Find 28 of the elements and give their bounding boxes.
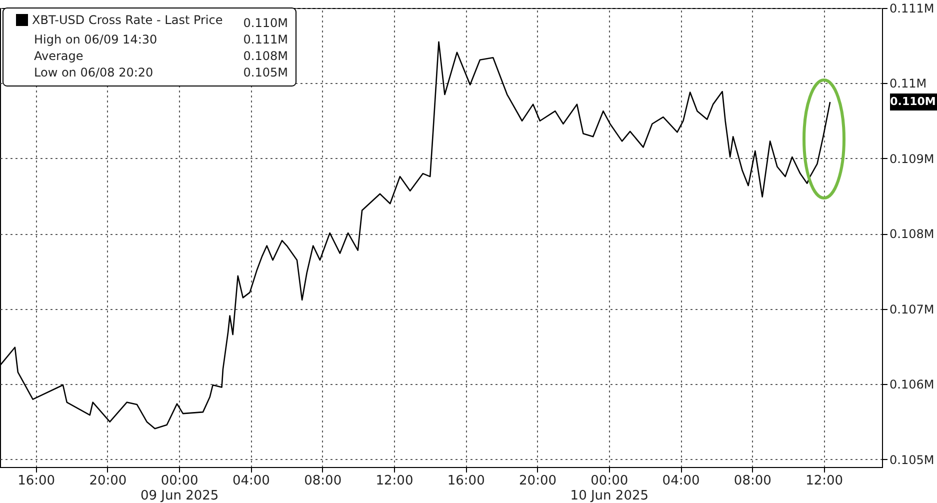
x-tick-label: 08:00 <box>734 474 772 488</box>
x-tick-label: 08:00 <box>304 474 342 488</box>
text: 0.110M <box>890 95 936 108</box>
y-tick-label: 0.105M <box>890 452 934 467</box>
annotation: Low on 06/08 20:20 <box>34 66 154 80</box>
y-tick-label: 0.111M <box>890 2 934 16</box>
x-tick-label: 04:00 <box>662 474 700 488</box>
y-tick-label: 0.107M <box>890 302 934 316</box>
y-tick-label: 0.106M <box>890 378 934 392</box>
y-tick-label: 0.109M <box>890 152 934 166</box>
x-tick-label: 12:00 <box>806 474 844 488</box>
x-tick-label: 20:00 <box>89 474 127 488</box>
y-tick-label: 0.11M <box>890 76 927 91</box>
x-tick-label: 04:00 <box>232 474 270 488</box>
y-tick-label: 0.108M <box>890 227 934 242</box>
annotation: 0.105M <box>243 66 288 80</box>
annotation: 0.111M <box>243 32 288 46</box>
legend-label: XBT-USD Cross Rate - Last Price <box>32 13 223 27</box>
x-tick-label: 20:00 <box>519 474 556 488</box>
annotation: High on 06/09 14:30 <box>34 32 158 46</box>
x-tick-label: 00:00 10 Jun 2025 <box>570 474 648 503</box>
x-tick-label: 16:00 <box>447 474 485 488</box>
annotation: 0.110M <box>243 16 288 30</box>
x-tick-label: 16:00 <box>18 474 56 488</box>
x-tick-label: 12:00 <box>376 474 414 488</box>
x-tick-label: 00:00 09 Jun 2025 <box>140 474 219 503</box>
annotation: Average <box>34 49 84 63</box>
annotation: 0.108M <box>243 49 288 63</box>
